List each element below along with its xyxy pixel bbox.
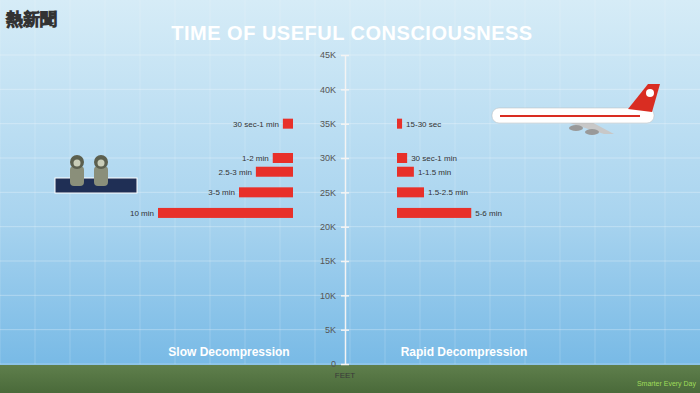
pilots-icon — [55, 155, 137, 193]
tick-label: 10K — [320, 291, 336, 301]
tick: 5K — [325, 325, 349, 335]
pilot-helmet — [70, 155, 84, 169]
tick-label: 45K — [320, 50, 336, 60]
tick: 40K — [320, 85, 349, 95]
bar — [397, 208, 471, 218]
tick: 0 — [331, 359, 349, 369]
plane-logo — [646, 89, 654, 97]
plane-tail — [628, 84, 660, 112]
data-label: 2.5-3 min — [219, 168, 252, 177]
plane-body — [492, 108, 654, 123]
bar — [239, 187, 293, 197]
bar — [397, 119, 402, 129]
tick-mark — [341, 364, 349, 366]
data-label: 30 sec-1 min — [233, 120, 279, 129]
chart: 10 min 3-5 min 2.5-3 min 1-2 min 30 sec-1 mi… — [0, 0, 700, 393]
background — [0, 0, 700, 393]
data-label: 5-6 min — [475, 209, 502, 218]
watermark: 熱新聞 — [5, 10, 57, 29]
tick-mark — [341, 226, 349, 228]
tick: 10K — [320, 291, 349, 301]
bar — [283, 119, 293, 129]
tick: 30K — [320, 153, 349, 163]
watermark: Smarter Every Day — [637, 380, 697, 388]
tick-mark — [341, 329, 349, 331]
data-label: 1.5-2.5 min — [428, 188, 468, 197]
tick-label: 20K — [320, 222, 336, 232]
data-label: 1-1.5 min — [418, 168, 451, 177]
data-label: 15-30 sec — [406, 120, 441, 129]
plane-stripe — [500, 115, 640, 117]
ground — [0, 365, 700, 393]
axis-title: FEET — [335, 371, 356, 380]
data-label: 30 sec-1 min — [411, 154, 457, 163]
tick: 20K — [320, 222, 349, 232]
pilot-helmet — [94, 155, 108, 169]
title: TIME OF USEFUL CONSCIOUSNESS — [171, 22, 532, 44]
pilot-mask — [74, 160, 81, 167]
tick-label: 30K — [320, 153, 336, 163]
data-label: 3-5 min — [208, 188, 235, 197]
tick-mark — [341, 158, 349, 160]
tick-mark — [341, 89, 349, 91]
plane-icon — [492, 84, 660, 135]
grid — [0, 55, 700, 364]
tick-label: 15K — [320, 256, 336, 266]
data-label: 10 min — [130, 209, 154, 218]
grid-line — [0, 295, 700, 296]
tick-mark — [341, 192, 349, 194]
bar — [256, 167, 293, 177]
bar — [273, 153, 293, 163]
series-label: Slow Decompression — [168, 345, 289, 359]
tick-label: 40K — [320, 85, 336, 95]
series-label: Rapid Decompression — [401, 345, 528, 359]
axis-line — [345, 56, 347, 365]
bar-labels: 10 min 3-5 min 2.5-3 min 1-2 min 30 sec-1 mi… — [130, 120, 502, 218]
grid-line — [0, 364, 700, 365]
pilot-mask — [98, 160, 105, 167]
tick-mark — [341, 55, 349, 57]
bar — [158, 208, 293, 218]
tick-mark — [341, 295, 349, 297]
bars — [158, 119, 471, 218]
tick: 45K — [320, 50, 349, 60]
axis: 0 5K 10K 15K 20K 25K 30K 35K 40K 45K — [320, 50, 349, 369]
tick: 25K — [320, 188, 349, 198]
grid-line — [0, 329, 700, 330]
plane-engine — [585, 129, 599, 135]
tick: 35K — [320, 119, 349, 129]
bar — [397, 153, 407, 163]
grid-line — [0, 261, 700, 262]
grid-line — [0, 55, 700, 56]
tick-label: 35K — [320, 119, 336, 129]
bar — [397, 167, 414, 177]
tick-label: 5K — [325, 325, 336, 335]
data-label: 1-2 min — [242, 154, 269, 163]
tick: 15K — [320, 256, 349, 266]
tick-mark — [341, 261, 349, 263]
plane-engine — [569, 125, 583, 131]
tick-label: 0 — [331, 359, 336, 369]
grid-line — [0, 89, 700, 90]
bar — [397, 187, 424, 197]
tick-mark — [341, 123, 349, 125]
tick-label: 25K — [320, 188, 336, 198]
grid-line — [0, 226, 700, 227]
